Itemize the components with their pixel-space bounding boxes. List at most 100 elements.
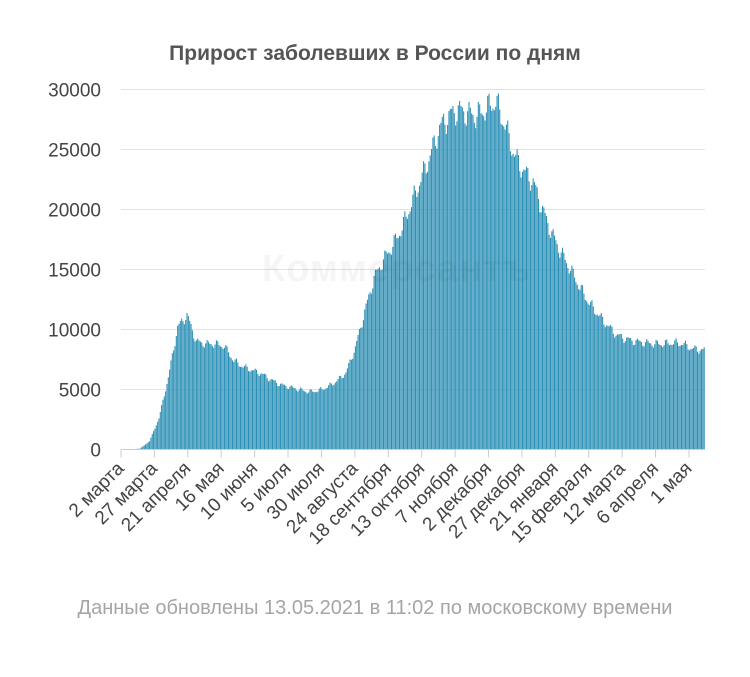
- bar: [654, 344, 656, 450]
- bar: [210, 344, 212, 450]
- bar: [664, 340, 666, 450]
- bar: [492, 108, 494, 450]
- bar: [261, 373, 263, 450]
- bar: [381, 269, 383, 450]
- bar: [504, 129, 506, 450]
- bar: [366, 299, 368, 450]
- bar: [433, 135, 435, 450]
- bar: [432, 137, 434, 450]
- bar: [382, 259, 384, 450]
- bar: [360, 327, 362, 450]
- bar: [521, 171, 523, 450]
- bar: [453, 113, 455, 450]
- bar: [356, 340, 358, 450]
- bar: [170, 360, 172, 450]
- bar: [563, 252, 565, 450]
- bar: [378, 267, 380, 450]
- bar: [332, 385, 334, 450]
- bar: [217, 341, 219, 450]
- bar: [365, 303, 367, 450]
- bar: [416, 196, 418, 450]
- bar: [586, 301, 588, 450]
- bar: [680, 345, 683, 450]
- bar: [317, 391, 319, 450]
- bar: [219, 346, 221, 450]
- bar: [173, 350, 175, 450]
- bar: [342, 377, 344, 450]
- bar: [441, 116, 443, 450]
- bar: [683, 342, 685, 450]
- bar: [316, 392, 318, 450]
- bar: [330, 383, 332, 450]
- bar: [262, 374, 264, 450]
- bar: [600, 312, 602, 450]
- bar: [666, 339, 668, 450]
- bar: [618, 334, 620, 450]
- bar: [411, 207, 413, 450]
- bar: [516, 149, 518, 450]
- bar: [559, 257, 561, 450]
- bar: [294, 388, 296, 450]
- bar: [270, 378, 272, 450]
- bar: [548, 234, 550, 450]
- bar: [682, 345, 684, 450]
- bar: [460, 106, 462, 450]
- bar: [473, 122, 475, 450]
- bar: [211, 346, 213, 450]
- bar: [409, 211, 411, 450]
- bar: [257, 374, 259, 450]
- bar: [499, 109, 501, 450]
- bar: [628, 338, 630, 450]
- bar: [489, 105, 491, 450]
- bar: [676, 342, 679, 450]
- bar: [251, 370, 254, 450]
- bar: [285, 385, 287, 450]
- bar: [320, 387, 322, 450]
- bar: [245, 364, 247, 450]
- bar: [606, 325, 608, 450]
- bar: [179, 321, 181, 450]
- bar: [313, 392, 315, 450]
- bar: [533, 182, 536, 450]
- bar: [202, 346, 204, 450]
- bar: [338, 376, 340, 450]
- bar: [465, 125, 467, 450]
- bar: [630, 337, 632, 450]
- bar: [243, 366, 246, 450]
- bar: [535, 184, 537, 450]
- bar: [570, 270, 572, 450]
- bar: [531, 185, 533, 450]
- bar: [341, 378, 343, 450]
- bar: [488, 93, 490, 450]
- bar: [364, 309, 366, 450]
- bar: [584, 299, 586, 450]
- bar: [272, 379, 274, 450]
- bar: [286, 388, 288, 450]
- bar: [501, 125, 503, 450]
- bar: [503, 126, 505, 450]
- bar: [297, 391, 299, 450]
- bar: [476, 116, 478, 450]
- bar: [519, 171, 521, 450]
- bar: [167, 377, 169, 450]
- bar: [520, 177, 522, 450]
- bar: [259, 374, 262, 450]
- watermark: Коммерсантъ: [262, 248, 531, 291]
- bar: [555, 240, 557, 450]
- bar: [282, 384, 284, 450]
- bar: [662, 347, 664, 450]
- bar: [545, 215, 548, 450]
- bar: [292, 386, 294, 450]
- bar: [324, 389, 326, 450]
- bar: [394, 233, 397, 450]
- bar: [592, 306, 594, 450]
- bar: [692, 347, 695, 450]
- bar: [191, 330, 193, 450]
- bar: [334, 382, 336, 450]
- bar: [239, 366, 242, 450]
- bar: [659, 344, 661, 450]
- bar: [667, 343, 669, 450]
- bar: [675, 338, 677, 450]
- bar: [420, 182, 422, 450]
- bar: [310, 389, 312, 450]
